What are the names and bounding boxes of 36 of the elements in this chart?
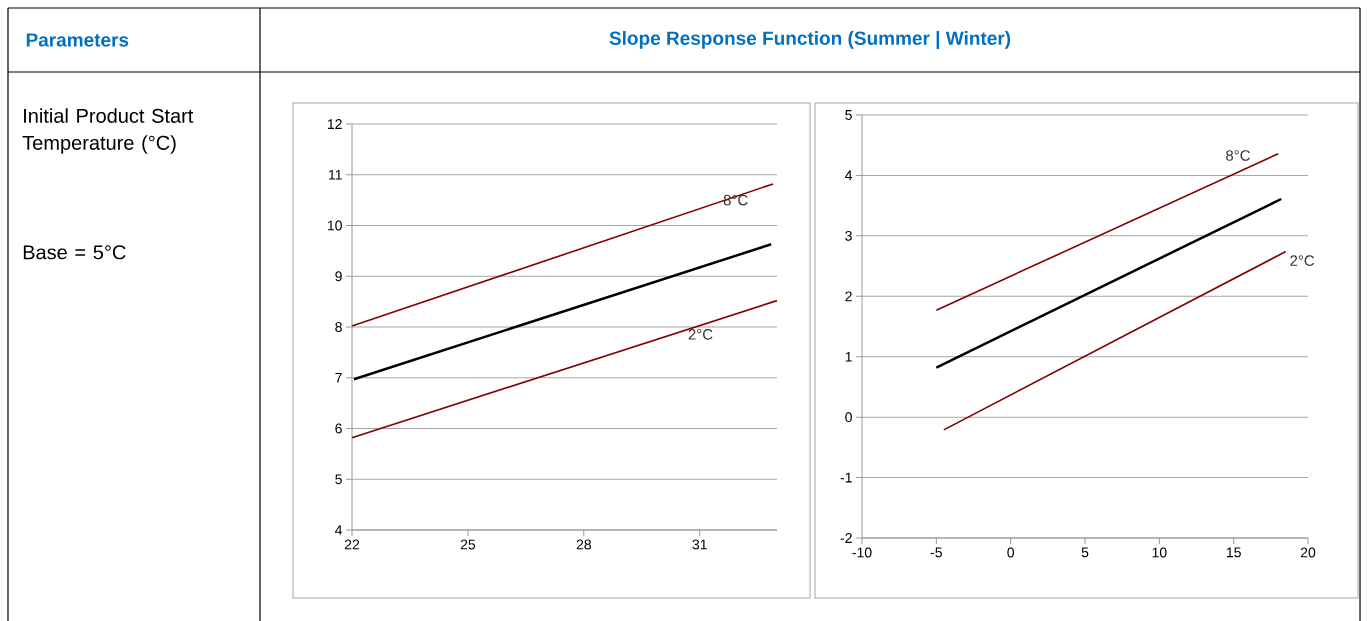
y-tick-label: 3 (845, 230, 852, 241)
series-label: 2°C (688, 329, 713, 340)
text: Parameters (26, 33, 129, 47)
x-tick-label: 22 (344, 539, 360, 550)
chart-title: Slope Response Function (Summer | Winter) (609, 31, 1011, 49)
y-tick-label: 9 (335, 271, 342, 282)
y-tick-label: -2 (840, 533, 852, 543)
y-tick-label: 12 (327, 119, 342, 129)
x-tick-label: 10 (1152, 547, 1167, 558)
y-tick-label: 6 (335, 423, 342, 434)
series-label: 2°C (1290, 255, 1315, 266)
x-tick-label: -10 (852, 547, 872, 558)
text: Base = 5°C (23, 245, 126, 260)
series-label: 8°C (723, 194, 748, 206)
text: Initial Product Start Temperature (°C) (22, 108, 194, 154)
x-tick-label: 20 (1300, 547, 1316, 558)
y-tick-label: 2 (845, 291, 852, 302)
y-tick-label: 4 (845, 170, 853, 181)
y-tick-label: 5 (335, 474, 342, 485)
y-tick-label: 8 (335, 322, 342, 332)
y-tick-label: -1 (840, 472, 852, 483)
y-tick-label: 4 (335, 525, 343, 535)
x-tick-label: 0 (1007, 547, 1015, 558)
x-tick-label: 15 (1226, 547, 1241, 558)
y-tick-label: 7 (335, 372, 342, 383)
x-tick-label: -5 (930, 547, 942, 558)
x-tick-label: 31 (692, 539, 707, 550)
y-tick-label: 11 (329, 169, 342, 180)
x-tick-label: 25 (460, 539, 476, 550)
series-label: 8°C (1226, 150, 1250, 161)
x-tick-label: 28 (576, 539, 592, 550)
x-tick-label: 5 (1081, 547, 1089, 558)
y-tick-label: 5 (845, 110, 852, 120)
y-tick-label: 1 (845, 351, 852, 362)
y-tick-label: 10 (327, 220, 342, 231)
y-tick-label: 0 (845, 412, 852, 423)
